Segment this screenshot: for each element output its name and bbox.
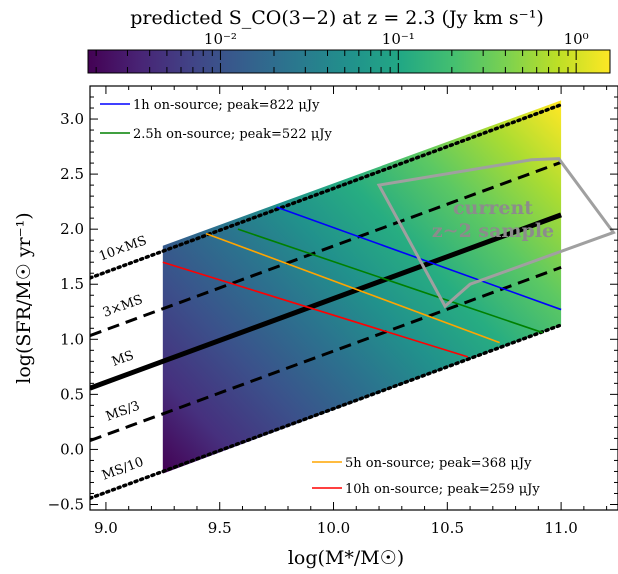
x-tick-label: 11.0 [544,519,577,537]
ms-line-label: 3×MS [101,292,145,320]
main-sequence-lines [90,102,563,500]
x-axis-title: log(M*/M☉) [288,547,404,569]
colorbar-tick-label: 10⁰ [564,30,589,48]
sensitivity-line [162,261,469,358]
colorbar: 10⁻² 10⁻¹ 10⁰ [87,30,611,74]
x-tick-label: 9.5 [208,519,232,537]
x-tick-labels: 9.0 9.5 10.0 10.5 11.0 [94,519,578,537]
x-tick-label: 10.5 [431,519,464,537]
x-tick-label: 10.0 [317,519,350,537]
ms-line [90,102,563,280]
y-tick-label: 1.5 [60,275,84,293]
legend-label: 10h on-source; peak=259 μJy [345,482,540,497]
colorbar-ticks [95,50,577,73]
y-tick-label: 2.5 [60,165,84,183]
ms-line [90,160,562,337]
y-tick-label: 1.0 [60,330,84,348]
y-tick-label: −0.5 [48,495,84,513]
current-sample-outline [376,157,616,309]
y-tick-label: 2.0 [60,220,84,238]
legend-label: 1h on-source; peak=822 μJy [133,98,320,113]
sample-annotation-line1: current [453,197,533,219]
y-axis-title: log(SFR/M☉ yr⁻¹) [13,212,35,383]
colorbar-tick-label: 10⁻² [204,30,237,48]
y-tick-label: 0.5 [60,385,84,403]
sensitivity-line [205,232,500,344]
legend-label: 2.5h on-source; peak=522 μJy [133,127,332,142]
ms-line [90,212,562,391]
colorbar-gradient [87,49,611,74]
y-tick-label: 0.0 [60,440,84,458]
sample-annotation-line2: z∼2 sample [432,220,554,242]
legend-top-left: 1h on-source; peak=822 μJy 2.5h on-sourc… [100,98,332,142]
legend-bottom-right: 5h on-source; peak=368 μJy 10h on-source… [312,456,540,497]
ms-line-label: MS/10 [100,455,146,484]
legend-label: 5h on-source; peak=368 μJy [345,456,532,471]
plot-frame [89,85,618,511]
x-tick-label: 9.0 [94,519,118,537]
ms-line [90,265,562,443]
sensitivity-line [237,228,544,334]
y-tick-label: 3.0 [60,110,84,128]
axis-ticks [90,86,618,510]
colorbar-tick-label: 10⁻¹ [382,30,415,48]
ms-line [90,323,563,500]
y-tick-labels: −0.5 0.0 0.5 1.0 1.5 2.0 2.5 3.0 [48,110,84,513]
colorbar-title: predicted S_CO(3−2) at z = 2.3 (Jy km s⁻… [130,7,544,29]
ms-line-label: MS/3 [104,399,142,425]
ms-line-label: MS [110,348,136,370]
